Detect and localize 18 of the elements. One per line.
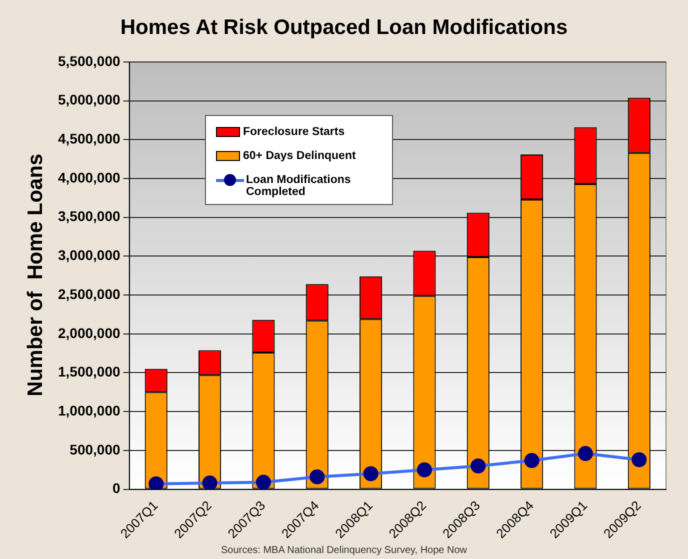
y-tick-label: 3,000,000 bbox=[58, 247, 120, 264]
chart-title: Homes At Risk Outpaced Loan Modifications bbox=[119, 16, 569, 40]
y-tick-label: 2,500,000 bbox=[58, 286, 120, 302]
y-tick-label: 1,500,000 bbox=[58, 364, 120, 380]
y-tick-label: 4,000,000 bbox=[58, 169, 120, 186]
y-axis-title: Number of Home Loans bbox=[24, 154, 48, 396]
legend-label: Loan Modifications Completed bbox=[246, 174, 352, 198]
y-tick-label: 5,500,000 bbox=[58, 52, 120, 69]
y-tick-label: 500,000 bbox=[70, 441, 120, 458]
y-tick-label: 2,000,000 bbox=[58, 324, 120, 341]
legend-label: 60+ Days Delinquent bbox=[243, 150, 356, 162]
legend-label: Foreclosure Starts bbox=[243, 126, 345, 138]
source-note: Sources: MBA National Delinquency Survey, Hope Now bbox=[220, 545, 468, 556]
y-tick-label: 5,000,000 bbox=[58, 92, 120, 108]
y-tick-label: 4,500,000 bbox=[58, 130, 120, 147]
y-tick-label: 0 bbox=[112, 480, 120, 496]
y-tick-label: 1,000,000 bbox=[58, 402, 120, 418]
y-tick-label: 3,500,000 bbox=[58, 208, 120, 224]
